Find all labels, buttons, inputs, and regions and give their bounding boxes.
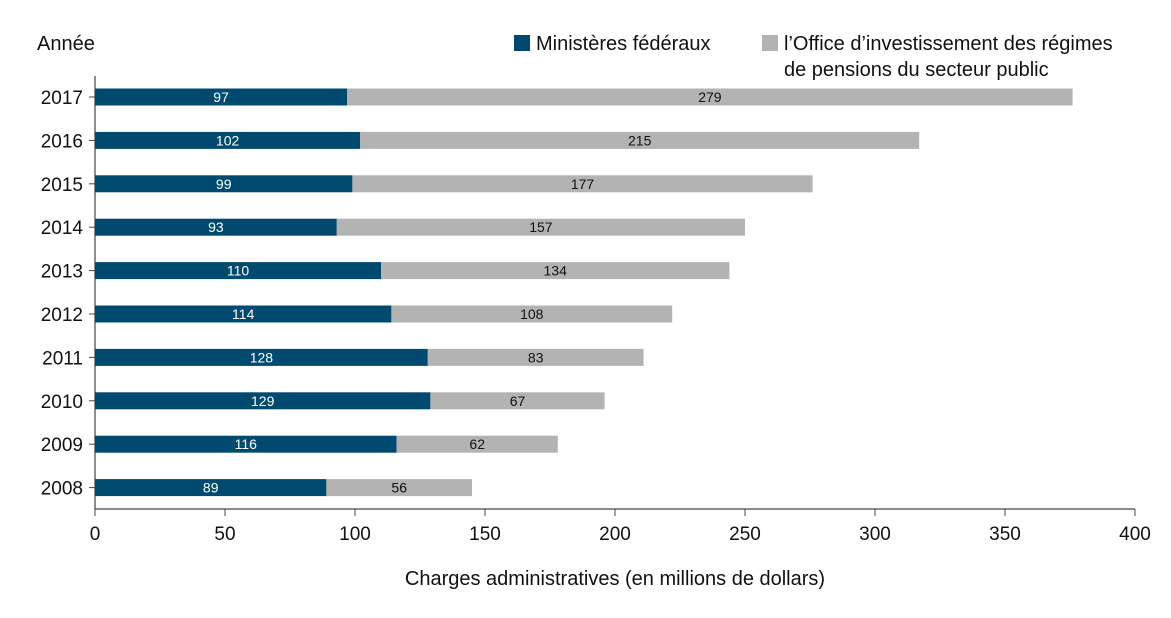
y-tick-label: 2015 bbox=[41, 175, 83, 196]
x-axis-ticks: 0 50 100 150 200 250 300 350 400 bbox=[90, 509, 1151, 545]
bars: 97 279 102 215 99 177 93 157 110 134 114 108 128 83 12… bbox=[95, 88, 1073, 497]
bar-value-label: 97 bbox=[213, 89, 229, 105]
y-tick-label: 2012 bbox=[41, 305, 83, 326]
bar-ministeres-2016 bbox=[95, 131, 361, 149]
bar-ministeres-2011 bbox=[95, 348, 428, 366]
y-axis-ticks: 2017 2016 2015 2014 2013 2012 2011 2010 2009 2008 bbox=[41, 88, 95, 500]
y-tick-label: 2017 bbox=[41, 88, 83, 109]
bar-ministeres-2014 bbox=[95, 218, 337, 236]
y-tick-label: 2008 bbox=[41, 479, 83, 500]
bar-value-label: 99 bbox=[216, 176, 232, 192]
y-tick-label: 2014 bbox=[41, 218, 84, 239]
bar-value-label: 83 bbox=[528, 349, 544, 365]
bar-ministeres-2012 bbox=[95, 305, 392, 323]
bar-value-label: 62 bbox=[469, 436, 485, 452]
bar-value-label: 110 bbox=[227, 263, 250, 279]
x-tick-label: 150 bbox=[469, 524, 501, 545]
bar-office-2017 bbox=[347, 88, 1073, 106]
bar-value-label: 177 bbox=[571, 176, 595, 192]
bar-value-label: 129 bbox=[251, 393, 275, 409]
x-tick-label: 300 bbox=[859, 524, 891, 545]
bar-office-2009 bbox=[396, 435, 558, 453]
bar-office-2016 bbox=[360, 131, 920, 149]
y-tick-label: 2013 bbox=[41, 262, 83, 283]
bar-value-label: 108 bbox=[520, 306, 544, 322]
x-tick-label: 350 bbox=[989, 524, 1021, 545]
bar-office-2014 bbox=[336, 218, 745, 236]
legend-label-office-line-1: l’Office d’investissement des régimes bbox=[784, 33, 1113, 55]
legend-label-ministeres: Ministères fédéraux bbox=[536, 33, 711, 55]
x-tick-label: 100 bbox=[339, 524, 371, 545]
plot-area: 97 279 102 215 99 177 93 157 110 134 114 108 128 83 12… bbox=[41, 76, 1151, 545]
bar-value-label: 134 bbox=[544, 263, 568, 279]
x-tick-label: 250 bbox=[729, 524, 761, 545]
bar-value-label: 114 bbox=[232, 306, 255, 322]
bar-office-2010 bbox=[430, 392, 605, 410]
y-tick-label: 2010 bbox=[41, 392, 83, 413]
y-tick-label: 2011 bbox=[42, 348, 83, 369]
x-tick-label: 200 bbox=[599, 524, 631, 545]
x-tick-label: 400 bbox=[1119, 524, 1151, 545]
bar-ministeres-2015 bbox=[95, 175, 353, 193]
bar-office-2012 bbox=[391, 305, 673, 323]
bar-value-label: 116 bbox=[235, 436, 258, 452]
bar-office-2015 bbox=[352, 175, 813, 193]
y-tick-label: 2009 bbox=[41, 435, 83, 456]
bar-ministeres-2013 bbox=[95, 262, 381, 280]
bar-value-label: 89 bbox=[203, 480, 219, 496]
bar-value-label: 215 bbox=[628, 132, 652, 148]
bar-office-2013 bbox=[381, 262, 730, 280]
bar-value-label: 56 bbox=[391, 480, 407, 496]
bar-value-label: 102 bbox=[216, 132, 240, 148]
bar-value-label: 279 bbox=[698, 89, 722, 105]
x-tick-label: 50 bbox=[214, 524, 235, 545]
legend: Ministères fédéraux l’Office d’investiss… bbox=[514, 33, 1113, 81]
x-axis-title: Charges administratives (en millions de … bbox=[405, 568, 825, 590]
legend-swatch-office bbox=[762, 35, 778, 51]
x-tick-label: 0 bbox=[90, 524, 101, 545]
bar-value-label: 157 bbox=[529, 219, 553, 235]
legend-swatch-ministeres bbox=[514, 35, 530, 51]
bar-value-label: 67 bbox=[510, 393, 526, 409]
y-tick-label: 2016 bbox=[41, 131, 83, 152]
bar-ministeres-2009 bbox=[95, 435, 397, 453]
bar-office-2008 bbox=[326, 479, 472, 497]
bar-value-label: 128 bbox=[250, 349, 274, 365]
legend-label-office-line-2: de pensions du secteur public bbox=[784, 59, 1049, 81]
bar-ministeres-2010 bbox=[95, 392, 431, 410]
bar-office-2011 bbox=[427, 348, 644, 366]
bar-ministeres-2008 bbox=[95, 479, 327, 497]
bar-ministeres-2017 bbox=[95, 88, 348, 106]
bar-value-label: 93 bbox=[208, 219, 224, 235]
y-axis-title: Année bbox=[37, 33, 95, 55]
